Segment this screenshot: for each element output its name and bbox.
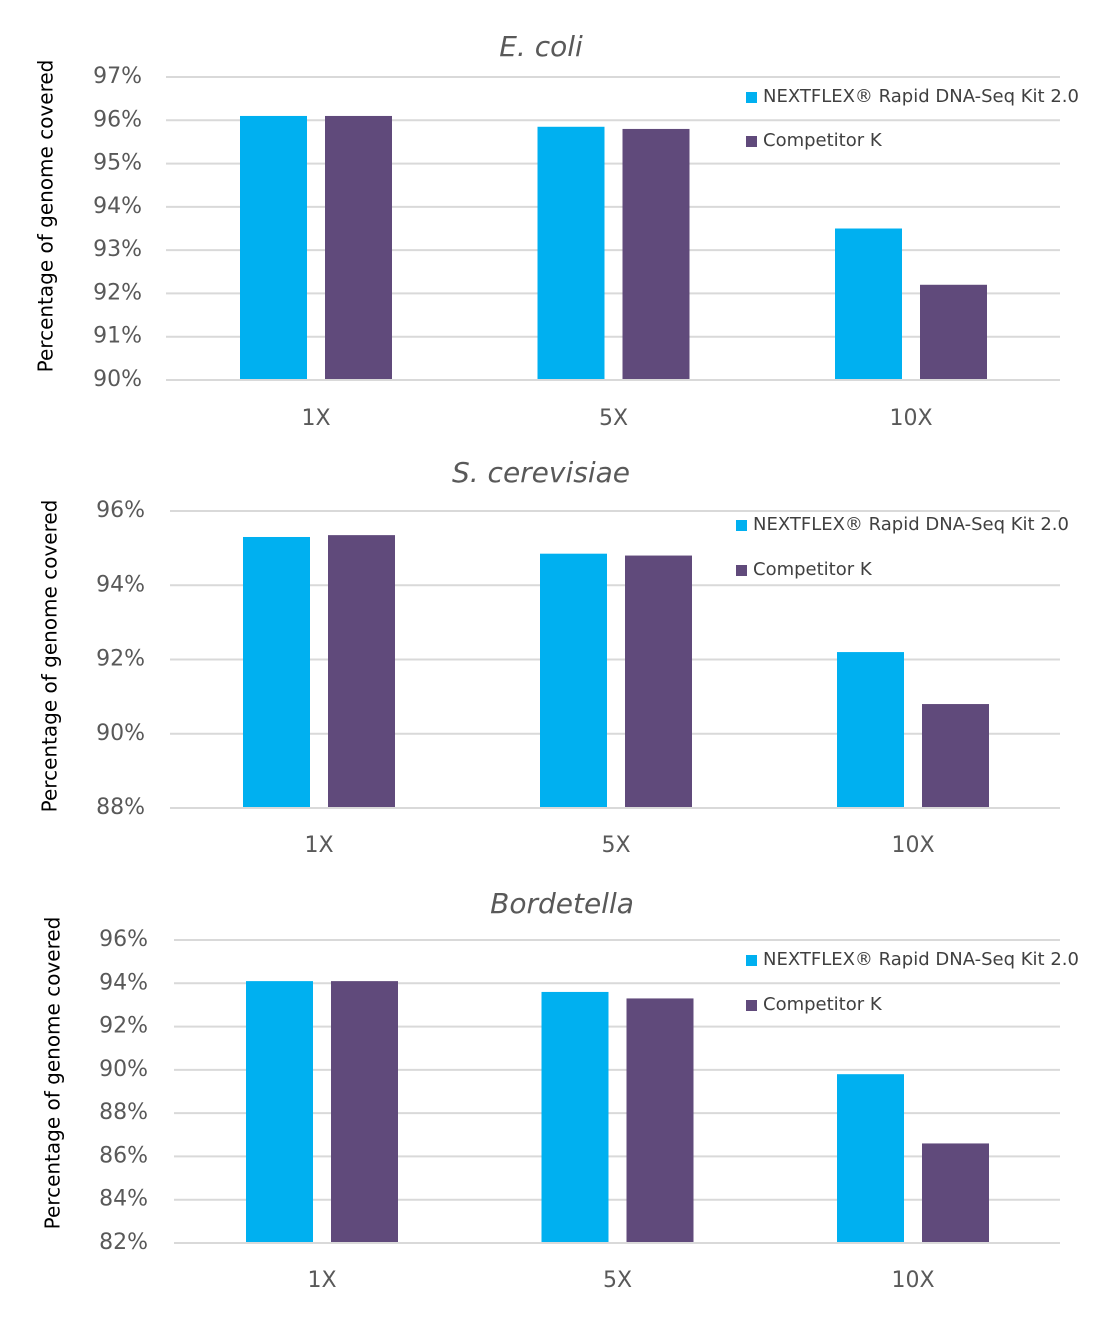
y-tick-label: 96%: [96, 498, 145, 523]
bar-competitor-k-10x: [920, 284, 987, 380]
bar-competitor-k-5x: [622, 128, 690, 380]
bar-nextflex-5x: [537, 126, 605, 381]
legend: NEXTFLEX® Rapid DNA-Seq Kit 2.0 Competito…: [746, 949, 1079, 1015]
bar-competitor-k-1x: [331, 981, 398, 1243]
y-tick-label: 82%: [99, 1230, 148, 1255]
x-tick-label: 10X: [891, 1268, 934, 1293]
y-tick-label: 90%: [99, 1057, 148, 1082]
bar-nextflex-10x: [837, 1074, 904, 1243]
bar-competitor-k-1x: [325, 115, 392, 380]
chart-panel-3: Bordetella Percentage of genome covered 82…: [41, 887, 1079, 1293]
x-tick-label: 1X: [301, 406, 330, 431]
legend: NEXTFLEX® Rapid DNA-Seq Kit 2.0 Competito…: [736, 514, 1069, 580]
legend-label: NEXTFLEX® Rapid DNA-Seq Kit 2.0: [753, 514, 1069, 535]
legend-label: Competitor K: [753, 559, 873, 580]
bar-competitor-k-10x: [922, 704, 989, 808]
x-tick-label: 1X: [307, 1268, 336, 1293]
y-axis-label: Percentage of genome covered: [41, 917, 65, 1230]
y-tick-label: 88%: [99, 1100, 148, 1125]
legend-label: NEXTFLEX® Rapid DNA-Seq Kit 2.0: [763, 949, 1079, 970]
bar-nextflex-5x: [540, 553, 607, 808]
legend-swatch: [746, 1000, 757, 1011]
legend-label: Competitor K: [763, 994, 883, 1015]
y-tick-label: 90%: [93, 367, 142, 392]
x-tick-label: 5X: [603, 1268, 632, 1293]
legend-swatch: [746, 955, 757, 966]
y-tick-label: 96%: [93, 107, 142, 132]
y-tick-label: 95%: [93, 151, 142, 176]
y-tick-label: 86%: [99, 1143, 148, 1168]
x-tick-label: 1X: [304, 833, 333, 858]
y-tick-label: 94%: [99, 970, 148, 995]
y-tick-label: 97%: [93, 64, 142, 89]
legend-swatch: [746, 136, 757, 147]
x-tick-label: 5X: [599, 406, 628, 431]
chart-panel-1: E. coli Percentage of genome covered 90% 91…: [34, 30, 1079, 431]
legend-label: Competitor K: [763, 130, 883, 151]
y-tick-label: 88%: [96, 795, 145, 820]
y-tick-label: 93%: [93, 237, 142, 262]
legend-label: NEXTFLEX® Rapid DNA-Seq Kit 2.0: [763, 86, 1079, 107]
bar-nextflex-10x: [835, 228, 902, 380]
bar-nextflex-10x: [837, 652, 904, 808]
y-tick-label: 94%: [96, 572, 145, 597]
bar-nextflex-1x: [246, 981, 313, 1243]
x-tick-label: 10X: [891, 833, 934, 858]
y-tick-label: 96%: [99, 927, 148, 952]
y-tick-label: 92%: [99, 1014, 148, 1039]
legend-swatch: [736, 520, 747, 531]
legend-swatch: [736, 565, 747, 576]
bar-competitor-k-10x: [922, 1143, 989, 1243]
chart-panel-2: S. cerevisiae Percentage of genome covere…: [38, 456, 1069, 858]
bar-competitor-k-5x: [625, 555, 692, 808]
y-tick-label: 91%: [93, 324, 142, 349]
bar-nextflex-1x: [240, 115, 307, 380]
bar-nextflex-5x: [541, 991, 609, 1243]
legend-swatch: [746, 92, 757, 103]
chart-title: Bordetella: [490, 887, 634, 920]
chart-title: E. coli: [499, 30, 583, 63]
y-axis-label: Percentage of genome covered: [38, 500, 62, 813]
y-axis-label: Percentage of genome covered: [34, 60, 58, 373]
x-tick-label: 10X: [889, 406, 932, 431]
y-tick-label: 94%: [93, 194, 142, 219]
y-tick-label: 92%: [93, 280, 142, 305]
bar-nextflex-1x: [243, 536, 310, 808]
y-tick-label: 90%: [96, 721, 145, 746]
x-tick-label: 5X: [601, 833, 630, 858]
bar-competitor-k-5x: [626, 998, 694, 1243]
chart-title: S. cerevisiae: [452, 456, 630, 489]
y-tick-label: 84%: [99, 1187, 148, 1212]
y-tick-label: 92%: [96, 647, 145, 672]
bar-competitor-k-1x: [328, 535, 395, 808]
legend: NEXTFLEX® Rapid DNA-Seq Kit 2.0 Competito…: [746, 86, 1079, 151]
